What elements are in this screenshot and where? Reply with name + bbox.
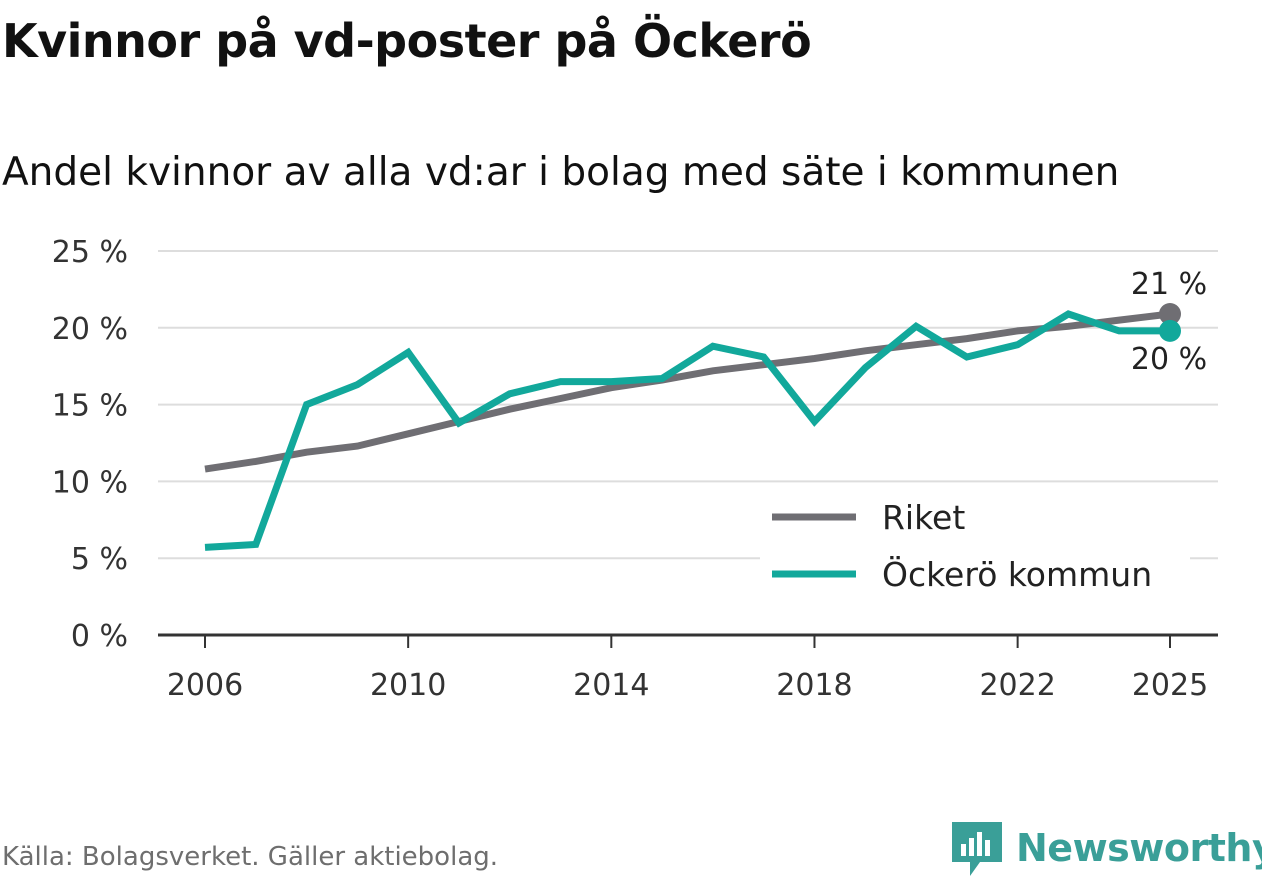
y-tick-label: 10 %	[52, 465, 128, 500]
x-tick-label: 2010	[370, 668, 446, 703]
chart-title: Kvinnor på vd-poster på Öckerö	[2, 14, 812, 68]
legend-box	[760, 485, 1190, 610]
y-tick-label: 0 %	[71, 619, 128, 654]
series-line-riket	[204, 310, 1171, 473]
source-note: Källa: Bolagsverket. Gäller aktiebolag.	[2, 842, 499, 872]
brand-name: Newsworthy	[1016, 826, 1262, 870]
chart-subtitle: Andel kvinnor av alla vd:ar i bolag med …	[2, 150, 1120, 195]
x-tick-label: 2018	[776, 668, 852, 703]
end-value-label: 20 %	[1131, 342, 1207, 377]
newsworthy-logo: Newsworthy	[952, 818, 1262, 878]
x-tick-label: 2006	[167, 668, 243, 703]
x-tick-label: 2022	[979, 668, 1055, 703]
x-tick-label: 2025	[1132, 668, 1208, 703]
x-tick-label: 2014	[573, 668, 649, 703]
y-tick-label: 25 %	[52, 235, 128, 270]
series-line-ockero	[204, 310, 1170, 551]
series-end-point	[1159, 302, 1181, 325]
y-tick-label: 15 %	[52, 389, 128, 424]
newsworthy-icon	[952, 822, 1002, 876]
y-tick-label: 20 %	[52, 312, 128, 347]
legend-label: Riket	[882, 498, 965, 537]
legend-label: Öckerö kommun	[882, 554, 1152, 594]
y-tick-label: 5 %	[71, 542, 128, 577]
series-end-point	[1159, 319, 1181, 342]
end-value-label: 21 %	[1131, 267, 1207, 302]
